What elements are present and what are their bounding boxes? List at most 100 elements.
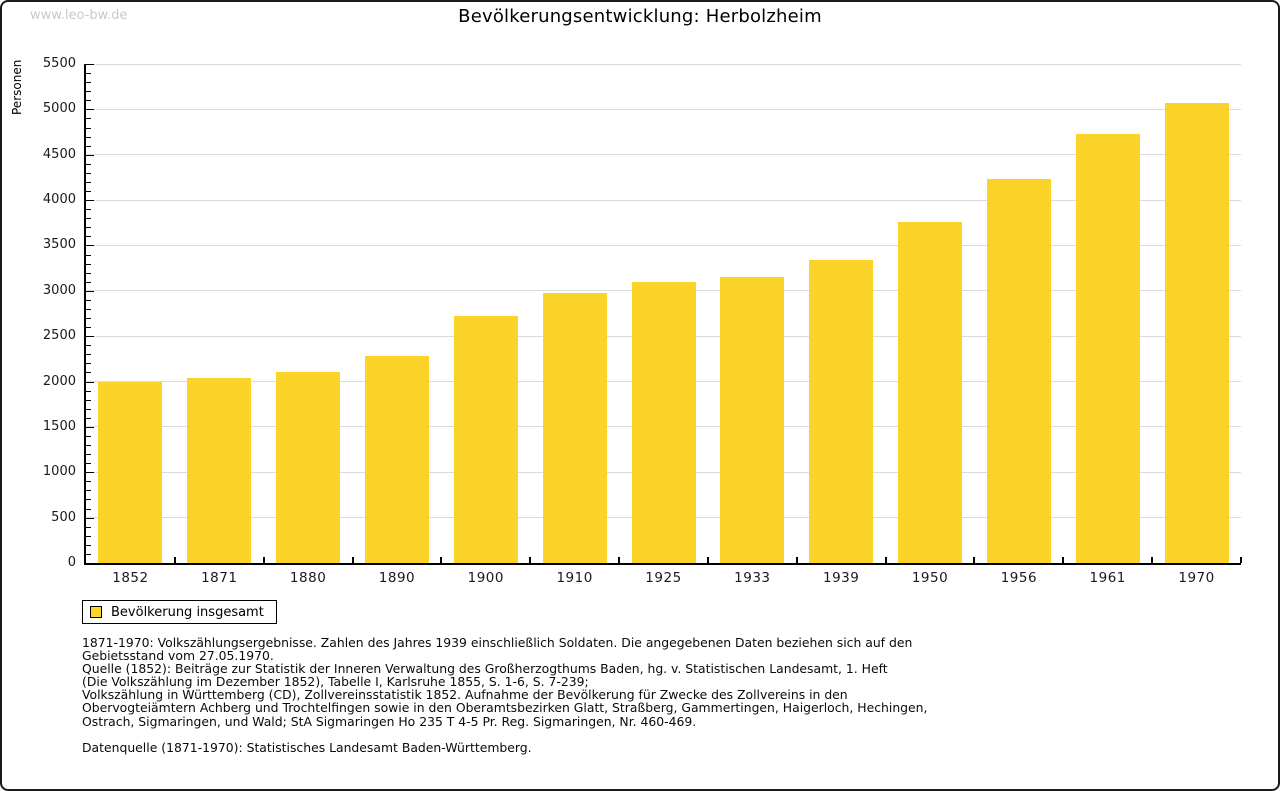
x-tick-label: 1939	[823, 570, 860, 586]
y-tick-label: 2500	[42, 328, 76, 344]
x-boundary-tick	[795, 557, 798, 563]
x-boundary-tick	[884, 557, 887, 563]
y-major-tick	[86, 154, 94, 156]
x-boundary-tick	[1151, 557, 1154, 563]
y-minor-tick	[86, 318, 91, 320]
y-major-tick	[86, 200, 94, 202]
x-tick-label: 1900	[467, 570, 504, 586]
y-minor-tick	[86, 263, 91, 265]
y-tick-label: 1000	[42, 464, 76, 480]
x-tick-label: 1871	[201, 570, 238, 586]
x-boundary-tick	[1240, 557, 1242, 563]
y-minor-tick	[86, 399, 91, 401]
bar	[364, 356, 429, 563]
y-minor-tick	[86, 490, 91, 492]
y-minor-tick	[86, 408, 91, 410]
y-minor-tick	[86, 299, 91, 301]
bar	[720, 277, 785, 563]
y-minor-tick	[86, 308, 91, 310]
y-minor-tick	[86, 127, 91, 129]
y-minor-tick	[86, 535, 91, 537]
y-major-tick	[86, 290, 94, 292]
x-tick-label: 1950	[911, 570, 949, 586]
y-minor-tick	[86, 100, 91, 102]
y-minor-tick	[86, 136, 91, 138]
x-boundary-tick	[173, 557, 176, 563]
y-minor-tick	[86, 435, 91, 437]
y-minor-tick	[86, 526, 91, 528]
legend-label: Bevölkerung insgesamt	[111, 604, 264, 620]
x-boundary-tick	[973, 557, 976, 563]
footnote-line: Volkszählung in Württemberg (CD), Zollve…	[82, 687, 848, 703]
x-boundary-tick	[706, 557, 709, 563]
bar	[276, 371, 341, 563]
y-minor-tick	[86, 481, 91, 483]
x-tick-label: 1880	[289, 570, 327, 586]
x-tick-label: 1956	[1000, 570, 1038, 586]
y-minor-tick	[86, 508, 91, 510]
footnote-line: Obervogteiämtern Achberg und Trochtelfin…	[82, 700, 928, 716]
y-minor-tick	[86, 91, 91, 93]
y-minor-tick	[86, 73, 91, 75]
bar	[187, 377, 252, 563]
y-major-tick	[86, 517, 94, 519]
y-major-tick	[86, 381, 94, 383]
bar	[986, 179, 1051, 563]
chart-title: Bevölkerungsentwicklung: Herbolzheim	[458, 6, 822, 27]
y-minor-tick	[86, 191, 91, 193]
y-minor-tick	[86, 345, 91, 347]
x-tick-label: 1852	[112, 570, 149, 586]
x-tick-label: 1970	[1178, 570, 1215, 586]
footnote-line: Ostrach, Sigmaringen, und Wald; StA Sigm…	[82, 713, 697, 729]
gridline	[86, 63, 1241, 65]
x-tick-label: 1933	[734, 570, 771, 586]
y-minor-tick	[86, 372, 91, 374]
y-minor-tick	[86, 390, 91, 392]
y-minor-tick	[86, 227, 91, 229]
x-tick-label: 1925	[645, 570, 682, 586]
y-tick-label: 1500	[42, 418, 76, 434]
bar	[453, 315, 518, 563]
x-boundary-tick	[529, 557, 532, 563]
y-minor-tick	[86, 272, 91, 274]
gridline	[86, 154, 1241, 156]
bar	[1164, 103, 1229, 563]
y-minor-tick	[86, 327, 91, 329]
y-minor-tick	[86, 499, 91, 501]
y-minor-tick	[86, 254, 91, 256]
gridline	[86, 108, 1241, 110]
y-tick-label: 3000	[42, 282, 76, 298]
y-major-tick	[86, 336, 94, 338]
y-minor-tick	[86, 236, 91, 238]
y-tick-label: 5000	[42, 101, 76, 117]
footnote-line: Quelle (1852): Beiträge zur Statistik de…	[82, 661, 888, 677]
gridline	[86, 199, 1241, 201]
y-minor-tick	[86, 118, 91, 120]
bar	[98, 382, 163, 563]
x-tick-label: 1910	[556, 570, 593, 586]
y-tick-label: 3500	[42, 237, 76, 253]
y-major-tick	[86, 245, 94, 247]
y-minor-tick	[86, 363, 91, 365]
y-minor-tick	[86, 181, 91, 183]
y-major-tick	[86, 426, 94, 428]
y-minor-tick	[86, 281, 91, 283]
y-minor-tick	[86, 445, 91, 447]
x-boundary-tick	[351, 557, 354, 563]
plot-area: 0 500 1000 1500 2000 2500 3000 3500 4000 4500 5000…	[43, 56, 1242, 586]
watermark: www.leo-bw.de	[30, 8, 128, 23]
y-tick-label: 4500	[42, 146, 76, 162]
legend-swatch	[90, 606, 102, 618]
bar	[809, 259, 874, 563]
datasource-line: Datenquelle (1871-1970): Statistisches L…	[82, 739, 532, 755]
x-boundary-tick	[440, 557, 443, 563]
y-minor-tick	[86, 354, 91, 356]
y-tick-label: 2000	[42, 373, 76, 389]
y-minor-tick	[86, 553, 91, 555]
y-tick-label: 5500	[42, 56, 76, 71]
y-tick-label: 500	[51, 509, 76, 525]
x-tick-label: 1890	[378, 570, 416, 586]
footnote-lines: 1871-1970: Volkszählungsergebnisse. Zahl…	[82, 636, 927, 728]
x-tick-label: 1961	[1089, 570, 1126, 586]
